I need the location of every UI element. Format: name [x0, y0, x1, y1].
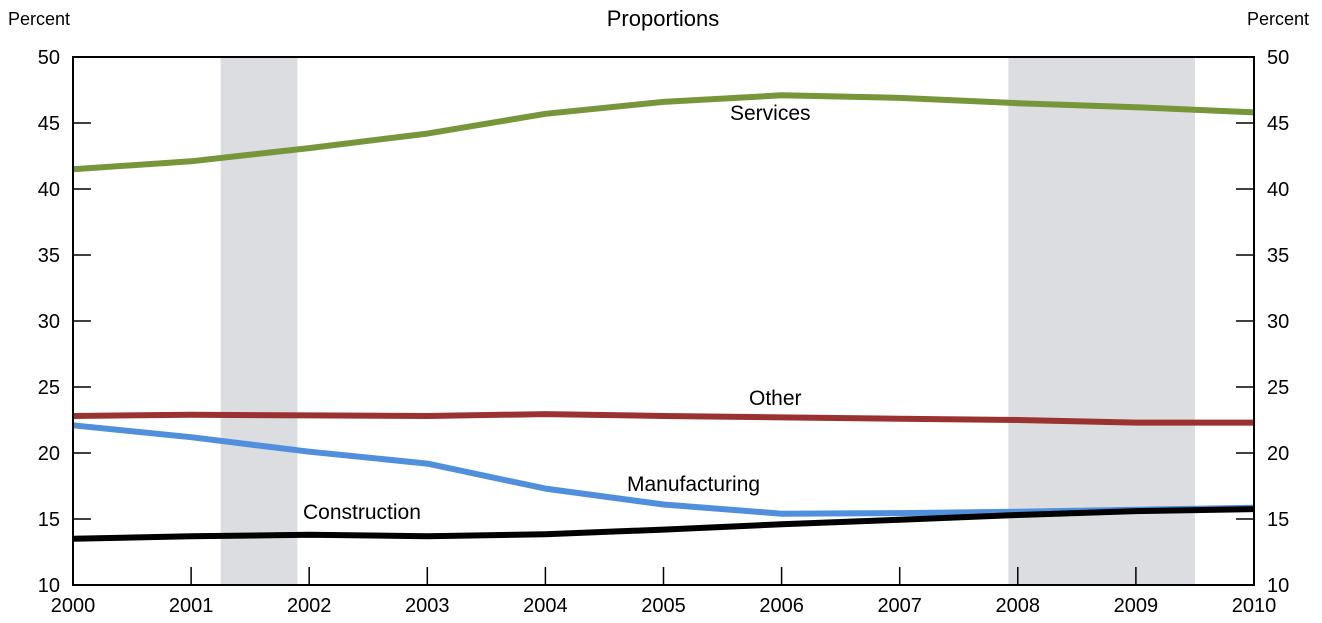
y-tick-label-left-45: 45 [38, 113, 60, 135]
y-tick-label-left-25: 25 [38, 377, 60, 399]
y-tick-label-right-50: 50 [1267, 47, 1289, 69]
recession-shading-1 [1008, 57, 1195, 585]
y-tick-label-right-20: 20 [1267, 443, 1289, 465]
series-line-construction [72, 506, 1255, 542]
y-tick-label-left-35: 35 [38, 245, 60, 267]
recession-shading-0 [220, 57, 298, 585]
x-tick-label-2001: 2001 [169, 595, 214, 617]
y-tick-label-right-40: 40 [1267, 179, 1289, 201]
x-tick-label-2007: 2007 [877, 595, 922, 617]
y-tick-label-left-30: 30 [38, 311, 60, 333]
series-label-other: Other [749, 387, 802, 410]
x-tick-label-2000: 2000 [51, 595, 96, 617]
y-tick-label-right-35: 35 [1267, 245, 1289, 267]
series-line-other [72, 411, 1254, 426]
series-label-services: Services [730, 102, 811, 125]
y-tick-label-left-20: 20 [38, 443, 60, 465]
y-tick-label-left-10: 10 [38, 575, 60, 597]
y-tick-label-left-40: 40 [38, 179, 60, 201]
series-label-construction: Construction [303, 501, 421, 524]
recession-shading-layer [220, 57, 1195, 585]
series-lines-layer [72, 92, 1255, 542]
y-axis-right-unit-label: Percent [1247, 9, 1309, 29]
x-tick-label-2003: 2003 [405, 595, 450, 617]
x-tick-label-2010: 2010 [1232, 595, 1277, 617]
chart-title: Proportions [607, 6, 720, 31]
axes-layer: 10 10 15 15 20 20 25 25 30 30 35 35 40 40 45 45 50 50 2000… [38, 47, 1290, 617]
y-tick-label-left-15: 15 [38, 509, 60, 531]
y-tick-label-right-10: 10 [1267, 575, 1289, 597]
y-axis-left-unit-label: Percent [8, 9, 70, 29]
x-tick-label-2002: 2002 [287, 595, 332, 617]
x-tick-label-2008: 2008 [996, 595, 1041, 617]
y-tick-label-right-25: 25 [1267, 377, 1289, 399]
x-tick-label-2006: 2006 [759, 595, 804, 617]
y-tick-label-right-45: 45 [1267, 113, 1289, 135]
y-tick-label-right-15: 15 [1267, 509, 1289, 531]
series-line-services [72, 92, 1255, 173]
labels-layer: Proportions Percent Percent Services Oth… [8, 6, 1309, 524]
x-tick-label-2009: 2009 [1114, 595, 1159, 617]
x-tick-label-2005: 2005 [641, 595, 686, 617]
y-tick-label-right-30: 30 [1267, 311, 1289, 333]
series-label-manufacturing: Manufacturing [627, 473, 760, 496]
y-tick-label-left-50: 50 [38, 47, 60, 69]
x-tick-label-2004: 2004 [523, 595, 568, 617]
